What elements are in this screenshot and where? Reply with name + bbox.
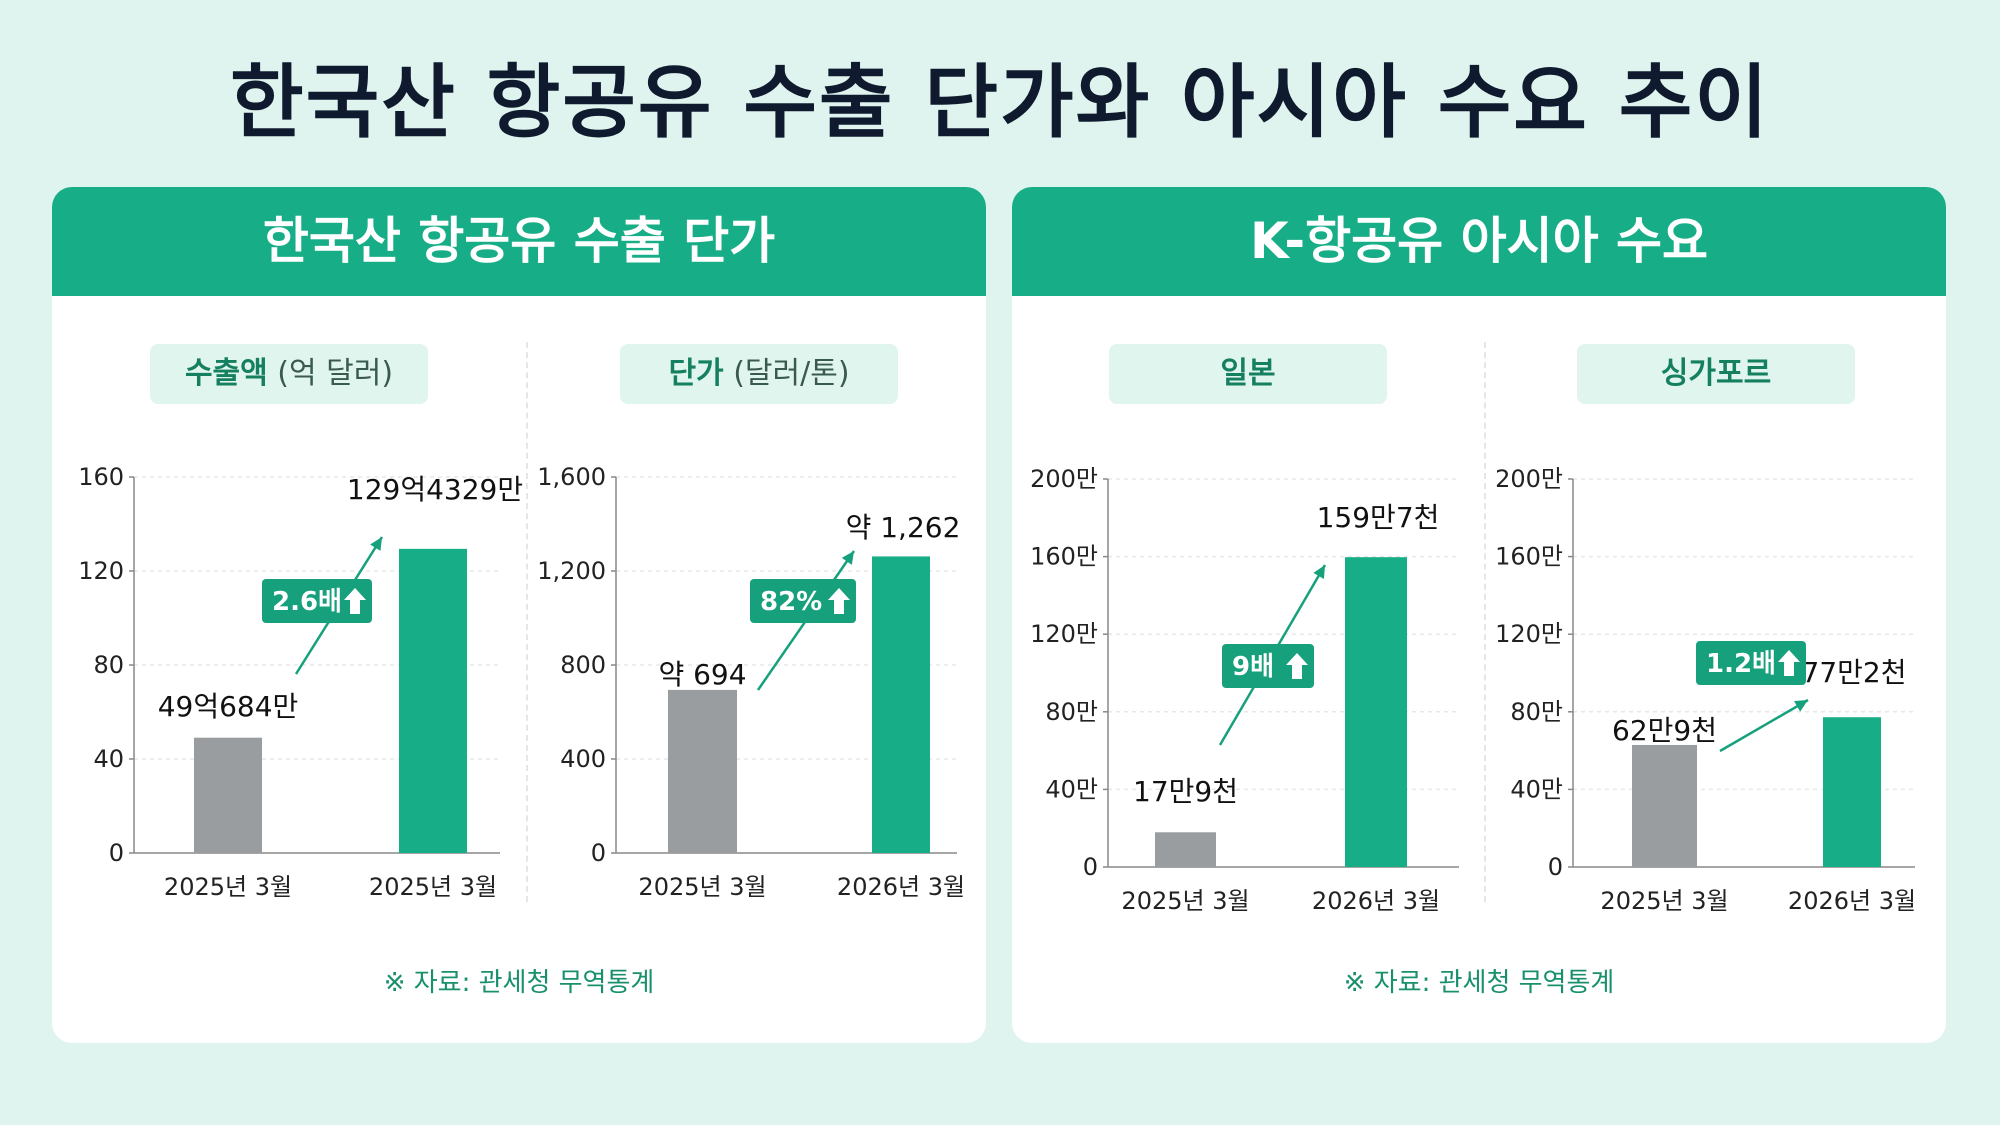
bar <box>668 689 737 853</box>
y-tick-label: 120만 <box>1495 620 1563 648</box>
page-title: 한국산 항공유 수출 단가와 아시아 수요 추이 <box>230 56 1770 149</box>
subchart-label-japan: 일본 <box>1109 344 1387 404</box>
change-badge-label: 82% <box>760 587 822 617</box>
bar <box>1632 744 1697 867</box>
x-tick-label: 2026년 3월 <box>1312 887 1440 915</box>
y-tick-label: 0 <box>1548 853 1563 881</box>
bar <box>194 737 262 853</box>
growth-arrow-head <box>370 537 382 551</box>
x-tick-label: 2025년 3월 <box>638 873 766 901</box>
y-tick-label: 120만 <box>1030 620 1098 648</box>
panel-divider <box>526 342 528 902</box>
panel-heading: 한국산 항공유 수출 단가 <box>52 187 986 296</box>
up-arrow-icon <box>344 588 366 614</box>
x-tick-label: 2026년 3월 <box>837 873 965 901</box>
data-label: 약 694 <box>658 658 746 691</box>
y-tick-label: 160만 <box>1030 543 1098 571</box>
y-tick-label: 80 <box>93 651 124 679</box>
data-label: 77만2천 <box>1802 656 1907 689</box>
growth-arrow-head <box>1794 700 1808 712</box>
y-tick-label: 80만 <box>1510 698 1563 726</box>
y-tick-label: 0 <box>109 839 124 867</box>
source-note: ※ 자료: 관세청 무역통계 <box>1343 968 1615 998</box>
bar <box>1155 832 1216 867</box>
panel-divider <box>1484 342 1486 902</box>
singapore-demand-chart: 0 40만 80만 120만 160만 200만 62만9천 2025년 3월 77만2천 202… <box>1495 465 1916 915</box>
y-tick-label: 40만 <box>1510 775 1563 803</box>
x-tick-label: 2025년 3월 <box>1121 887 1249 915</box>
japan-demand-chart: 0 40만 80만 120만 160만 200만 17만9천 2025년 3월 159만7천 20… <box>1030 465 1459 915</box>
data-label: 약 1,262 <box>846 511 961 544</box>
source-note: ※ 자료: 관세청 무역통계 <box>383 968 655 998</box>
y-tick-label: 800 <box>560 651 606 679</box>
growth-arrow-line <box>1719 698 1809 753</box>
unit-price-chart: 0 400 800 1,200 1,600 약 694 2025년 3월 약 1,262 202… <box>537 463 965 901</box>
data-label: 159만7천 <box>1317 501 1440 534</box>
up-arrow-icon <box>1778 650 1800 676</box>
y-tick-label: 200만 <box>1495 465 1563 493</box>
data-label: 49억684만 <box>158 690 299 723</box>
change-badge <box>262 579 372 623</box>
subchart-label-singapore: 싱가포르 <box>1577 344 1855 404</box>
change-badge-label: 2.6배 <box>272 587 342 617</box>
change-badge <box>1696 641 1806 685</box>
x-tick-label: 2026년 3월 <box>1788 887 1916 915</box>
panel-heading: K-항공유 아시아 수요 <box>1012 187 1946 296</box>
y-tick-label: 400 <box>560 745 606 773</box>
export-price-panel: 한국산 항공유 수출 단가 수출액 (억 달러) 단가 (달러/톤) 0 40 80… <box>52 187 986 1043</box>
bar <box>1823 717 1881 867</box>
y-tick-label: 1,200 <box>537 557 606 585</box>
up-arrow-icon <box>1286 653 1308 679</box>
subchart-label-unit: (달러/톤) <box>733 356 850 391</box>
export-value-chart: 0 40 80 120 160 49억684만 2025년 3월 129억4329만 2025년… <box>78 463 523 901</box>
data-label: 62만9천 <box>1612 714 1717 747</box>
growth-arrow-head <box>1313 565 1325 579</box>
x-tick-label: 2025년 3월 <box>1600 887 1728 915</box>
subchart-label-export-value: 수출액 (억 달러) <box>150 344 428 404</box>
y-tick-label: 0 <box>591 839 606 867</box>
y-tick-label: 160 <box>78 463 124 491</box>
subchart-label-unit-price: 단가 (달러/톤) <box>620 344 898 404</box>
y-tick-label: 80만 <box>1045 698 1098 726</box>
data-label: 17만9천 <box>1133 775 1238 808</box>
x-tick-label: 2025년 3월 <box>164 873 292 901</box>
bar <box>1345 557 1407 867</box>
y-tick-label: 40만 <box>1045 775 1098 803</box>
y-tick-label: 40 <box>93 745 124 773</box>
change-badge <box>1222 644 1314 688</box>
y-tick-label: 120 <box>78 557 124 585</box>
up-arrow-icon <box>828 588 850 614</box>
y-tick-label: 1,600 <box>537 463 606 491</box>
x-tick-label: 2025년 3월 <box>369 873 497 901</box>
y-tick-label: 200만 <box>1030 465 1098 493</box>
change-badge-label: 1.2배 <box>1706 649 1776 679</box>
bar <box>399 548 467 853</box>
bar <box>872 556 930 853</box>
growth-arrow-head <box>841 551 854 565</box>
asia-demand-panel: K-항공유 아시아 수요 일본 싱가포르 0 40만 80만 120만 160만 200만… <box>1012 187 1946 1043</box>
subchart-label-main: 싱가포르 <box>1660 356 1772 391</box>
subchart-label-main: 단가 <box>668 356 724 391</box>
subchart-label-unit: (억 달러) <box>277 356 394 391</box>
subchart-label-main: 수출액 <box>184 356 268 391</box>
change-badge-label: 9배 <box>1232 652 1274 682</box>
subchart-label-main: 일본 <box>1220 356 1276 391</box>
y-tick-label: 0 <box>1083 853 1098 881</box>
data-label: 129억4329만 <box>347 473 523 506</box>
y-tick-label: 160만 <box>1495 543 1563 571</box>
change-badge <box>750 579 856 623</box>
